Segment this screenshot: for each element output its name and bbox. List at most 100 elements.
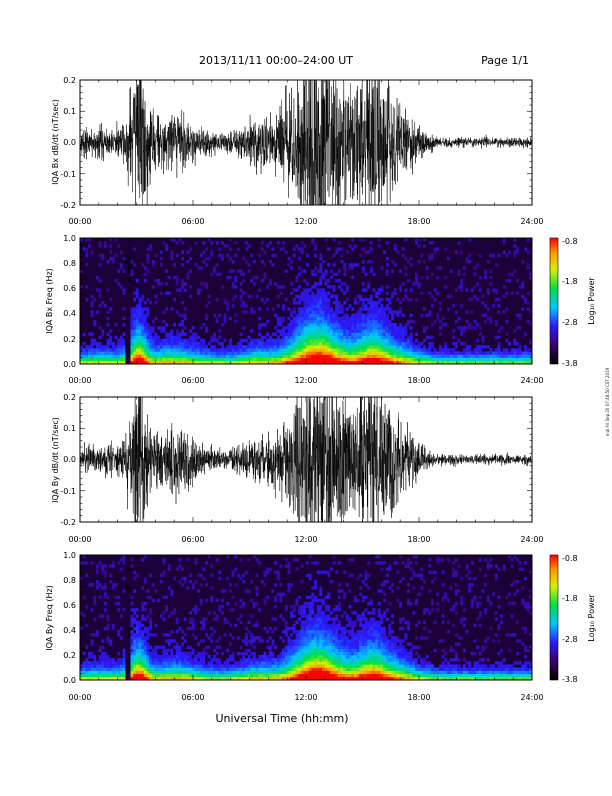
spectrogram-cell [112, 671, 115, 674]
spectrogram-cell [354, 621, 357, 624]
spectrogram-cell [162, 358, 165, 361]
spectrogram-cell [343, 571, 346, 574]
spectrogram-cell [170, 307, 173, 310]
spectrogram-cell [224, 674, 227, 677]
spectrogram-cell [186, 655, 189, 658]
spectrogram-cell [93, 298, 96, 301]
spectrogram-cell [186, 664, 189, 667]
spectrogram-cell [317, 333, 320, 336]
spectrogram-cell [319, 345, 322, 348]
spectrogram-cell [314, 295, 317, 298]
spectrogram-cell [346, 643, 349, 646]
spectrogram-cell [404, 238, 407, 241]
spectrogram-cell [99, 241, 102, 244]
spectrogram-cell [141, 558, 144, 561]
spectrogram-cell [173, 342, 176, 345]
spectrogram-cell [279, 358, 282, 361]
spectrogram-cell [396, 351, 399, 354]
spectrogram-cell [306, 652, 309, 655]
spectrogram-cell [162, 348, 165, 351]
spectrogram-cell [364, 314, 367, 317]
spectrogram-cell [442, 317, 445, 320]
spectrogram-cell [133, 247, 136, 250]
spectrogram-cell [186, 652, 189, 655]
spectrogram-cell [189, 658, 192, 661]
spectrogram-cell [173, 263, 176, 266]
spectrogram-cell [380, 630, 383, 633]
spectrogram-cell [349, 661, 352, 664]
spectrogram-cell [248, 655, 251, 658]
spectrogram-cell [117, 348, 120, 351]
spectrogram-cell [141, 339, 144, 342]
spectrogram-cell [351, 333, 354, 336]
spectrogram-cell [364, 608, 367, 611]
spectrogram-cell [354, 624, 357, 627]
spectrogram-cell [303, 345, 306, 348]
spectrogram-cell [439, 351, 442, 354]
spectrogram-cell [364, 618, 367, 621]
spectrogram-cell [386, 658, 389, 661]
spectrogram-cell [216, 652, 219, 655]
spectrogram-cell [341, 339, 344, 342]
spectrogram-cell [311, 611, 314, 614]
spectrogram-cell [386, 664, 389, 667]
spectrogram-cell [351, 646, 354, 649]
spectrogram-cell [388, 320, 391, 323]
spectrogram-cell [240, 621, 243, 624]
spectrogram-cell [115, 336, 118, 339]
spectrogram-cell [93, 348, 96, 351]
spectrogram-cell [136, 658, 139, 661]
spectrogram-cell [253, 658, 256, 661]
spectrogram-cell [104, 571, 107, 574]
spectrogram-cell [343, 664, 346, 667]
spectrogram-cell [495, 336, 498, 339]
spectrogram-cell [349, 358, 352, 361]
spectrogram-cell [380, 627, 383, 630]
spectrogram-cell [327, 661, 330, 664]
spectrogram-cell [484, 355, 487, 358]
spectrogram-cell [378, 320, 381, 323]
spectrogram-cell [474, 266, 477, 269]
spectrogram-cell [136, 614, 139, 617]
spectrogram-cell [338, 285, 341, 288]
spectrogram-cell [192, 618, 195, 621]
spectrogram-cell [317, 668, 320, 671]
spectrogram-cell [178, 646, 181, 649]
spectrogram-cell [194, 336, 197, 339]
spectrogram-cell [314, 358, 317, 361]
spectrogram-cell [274, 646, 277, 649]
spectrogram-cell [375, 674, 378, 677]
spectrogram-cell [109, 580, 112, 583]
spectrogram-cell [149, 574, 152, 577]
spectrogram-cell [210, 564, 213, 567]
spectrogram-cell [287, 333, 290, 336]
spectrogram-cell [285, 270, 288, 273]
spectrogram-cell [319, 593, 322, 596]
spectrogram-cell [234, 602, 237, 605]
spectrogram-cell [107, 260, 110, 263]
x-tick-label: 24:00 [520, 376, 543, 385]
spectrogram-cell [458, 351, 461, 354]
spectrogram-cell [125, 348, 128, 351]
spectrogram-cell [277, 336, 280, 339]
spectrogram-cell [242, 355, 245, 358]
spectrogram-cell [338, 329, 341, 332]
spectrogram-cell [165, 342, 168, 345]
x-tick-label: 18:00 [407, 217, 430, 226]
spectrogram-cell [338, 339, 341, 342]
spectrogram-cell [314, 247, 317, 250]
spectrogram-cell [293, 329, 296, 332]
spectrogram-cell [372, 310, 375, 313]
spectrogram-cell [370, 348, 373, 351]
spectrogram-cell [208, 671, 211, 674]
spectrogram-cell [354, 671, 357, 674]
spectrogram-cell [343, 611, 346, 614]
spectrogram-cell [418, 345, 421, 348]
spectrogram-cell [234, 568, 237, 571]
spectrogram-cell [319, 630, 322, 633]
spectrogram-cell [410, 355, 413, 358]
spectrogram-cell [319, 646, 322, 649]
spectrogram-cell [242, 348, 245, 351]
spectrogram-cell [386, 580, 389, 583]
spectrogram-cell [463, 329, 466, 332]
